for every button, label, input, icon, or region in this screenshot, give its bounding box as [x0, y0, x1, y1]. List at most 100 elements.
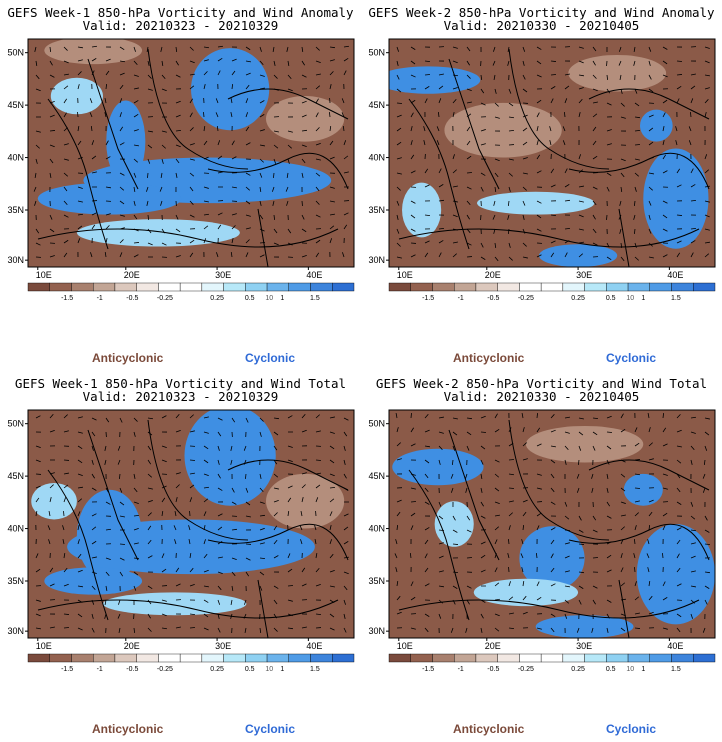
wind-arrow [634, 566, 636, 573]
wind-arrow [245, 172, 251, 176]
wind-arrow [231, 58, 237, 62]
wind-arrow [63, 158, 69, 161]
wind-arrow [119, 72, 125, 76]
vorticity-region [473, 578, 579, 607]
wind-arrow [35, 511, 38, 517]
wind-arrow [507, 553, 510, 559]
wind-arrow [105, 585, 108, 591]
wind-arrow [662, 200, 668, 204]
wind-arrow [508, 256, 513, 261]
wind-arrow [89, 112, 93, 118]
wind-arrow [105, 156, 111, 160]
wind-arrow [578, 417, 584, 420]
wind-arrow [273, 431, 279, 436]
wind-arrow [160, 46, 163, 52]
wind-arrow [77, 613, 83, 618]
wind-arrow [676, 501, 682, 505]
wind-arrow [395, 567, 398, 573]
wind-arrow [133, 527, 139, 531]
wind-arrow [690, 168, 694, 174]
wind-arrow [77, 126, 80, 132]
map-plot: 50N 45N 40N 35N 30N 10E 20E 30E 40E -1.5 -1 -0.5 -0.… [361, 404, 722, 714]
wind-arrow [343, 171, 349, 174]
wind-arrow [77, 486, 83, 489]
wind-arrow [466, 445, 470, 451]
wind-arrow [329, 238, 333, 244]
wind-arrow [160, 172, 163, 178]
wind-arrow [175, 172, 178, 178]
wind-arrow [301, 60, 306, 66]
wind-arrow [161, 459, 167, 463]
wind-arrow [480, 541, 486, 545]
wind-arrow [438, 515, 444, 520]
wind-arrow [494, 539, 498, 545]
wind-arrow [35, 485, 41, 489]
wind-arrow [273, 172, 275, 179]
wind-arrow [343, 571, 349, 575]
wind-arrow [438, 431, 444, 434]
wind-arrow [231, 140, 235, 146]
wind-arrow [315, 85, 321, 90]
wind-arrow [675, 140, 678, 146]
wind-arrow [35, 144, 40, 149]
lon-tick-label: 30E [215, 641, 231, 651]
wind-arrow [301, 255, 307, 258]
wind-arrow [592, 557, 599, 559]
wind-arrow [147, 228, 152, 234]
panel-valid-dates: Valid: 20210323 - 20210329 [82, 389, 279, 404]
wind-arrow [396, 580, 399, 587]
wind-arrow [35, 415, 41, 419]
colorbar-label: -1.5 [61, 666, 73, 673]
wind-arrow [676, 60, 683, 62]
wind-arrow [285, 186, 289, 192]
wind-arrow [424, 60, 431, 63]
wind-arrow [63, 583, 69, 587]
wind-arrow [105, 140, 109, 146]
wind-arrow [301, 214, 305, 220]
wind-arrow [493, 200, 496, 206]
wind-arrow [63, 239, 69, 244]
wind-arrow [286, 200, 289, 206]
vorticity-region [44, 39, 143, 65]
wind-arrow [704, 154, 708, 160]
wind-arrow [676, 527, 682, 531]
wind-arrow [147, 60, 150, 66]
wind-arrow [620, 526, 625, 531]
wind-arrow [104, 459, 107, 465]
wind-arrow [550, 501, 556, 505]
wind-arrow [119, 252, 123, 258]
wind-arrow [493, 46, 496, 52]
wind-arrow [230, 613, 233, 619]
wind-arrow [189, 112, 193, 118]
wind-arrow [564, 515, 570, 520]
wind-arrow [175, 74, 181, 78]
wind-arrow [606, 74, 609, 81]
wind-arrow [119, 487, 123, 493]
wind-arrow [343, 556, 349, 559]
lat-tick-label: 50N [7, 48, 24, 58]
wind-arrow [465, 473, 468, 479]
wind-arrow [63, 627, 70, 629]
wind-arrow [329, 125, 332, 132]
wind-arrow [522, 127, 528, 132]
wind-arrow [104, 251, 107, 258]
wind-arrow [329, 539, 333, 545]
colorbar-scale-note: 10 [626, 666, 634, 673]
wind-arrow [396, 127, 402, 132]
wind-arrow [437, 111, 440, 118]
wind-arrow [396, 611, 402, 615]
wind-arrow [77, 416, 83, 419]
wind-arrow [536, 443, 542, 447]
wind-arrow [536, 60, 542, 65]
wind-arrow [259, 585, 263, 591]
wind-arrow [49, 626, 55, 629]
lon-tick-label: 20E [124, 270, 140, 280]
wind-arrow [203, 473, 209, 477]
wind-arrow [117, 459, 121, 465]
lat-tick-label: 35N [7, 576, 24, 586]
wind-arrow [494, 487, 500, 492]
colorbar-swatch [71, 282, 94, 292]
wind-arrow [480, 459, 484, 465]
wind-arrow [217, 513, 223, 517]
wind-arrow [146, 200, 149, 206]
